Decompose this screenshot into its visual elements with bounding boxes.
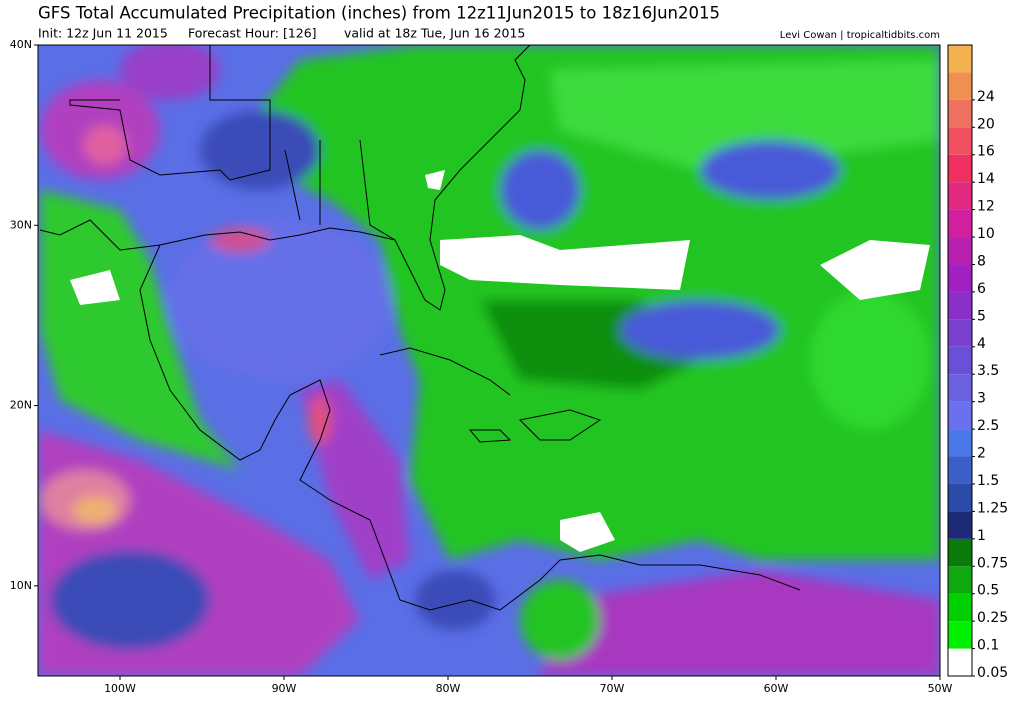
colorbar-segment — [948, 456, 972, 484]
colorbar-label: 3.5 — [977, 363, 999, 379]
colorbar-label: 2 — [977, 446, 986, 462]
precip-light-green — [810, 290, 930, 430]
precip-blue — [170, 220, 390, 380]
colorbar-label: 8 — [977, 253, 986, 269]
no-precip-areas — [70, 170, 930, 552]
colorbar-segment — [948, 182, 972, 210]
lon-tick-label: 100W — [104, 682, 136, 695]
coastline — [518, 409, 602, 441]
colorbar-label: 20 — [977, 116, 995, 132]
colorbar-segment — [948, 511, 972, 539]
precip-green — [40, 190, 240, 470]
colorbar-segment — [948, 72, 972, 100]
precip-pink — [83, 125, 127, 165]
precip-orange — [73, 496, 117, 524]
credit: Levi Cowan | tropicaltidbits.com — [780, 30, 940, 41]
colorbar-segment — [948, 154, 972, 183]
colorbar-segment — [948, 319, 972, 347]
precip-pink — [210, 228, 270, 252]
precip-purple — [120, 45, 220, 100]
colorbar-label: 3 — [977, 391, 986, 407]
colorbar-segment — [948, 291, 972, 320]
colorbar-segment — [948, 621, 972, 649]
colorbar: 0.05 0.1 0.25 0.5 0.75 1 1.25 1.5 2 2.5 3 3.5 4 5 6 8 10… — [947, 44, 1008, 681]
precip-navy — [50, 550, 210, 650]
no-precip — [440, 235, 690, 290]
colorbar-segment — [948, 209, 972, 238]
colorbar-segment — [948, 264, 972, 292]
colorbar-segment — [948, 483, 972, 512]
precip-blue — [700, 140, 840, 200]
lon-tick-label: 80W — [436, 682, 461, 695]
coastlines — [39, 45, 801, 611]
colorbar-segment — [948, 593, 972, 622]
colorbar-label: 10 — [977, 226, 995, 242]
precip-pink — [308, 395, 332, 445]
colorbar-label: 4 — [977, 336, 986, 352]
coastline — [139, 244, 801, 611]
colorbar-segment — [948, 127, 972, 155]
colorbar-segment — [948, 648, 972, 676]
colorbar-label: 1 — [977, 528, 986, 544]
colorbar-segment — [948, 237, 972, 265]
valid-time: valid at 18z Tue, Jun 16 2015 — [344, 26, 525, 41]
lat-tick-label: 20N — [10, 399, 32, 412]
lat-tick-label: 40N — [10, 38, 32, 51]
precip-green — [520, 580, 600, 660]
lon-tick-label: 90W — [272, 682, 297, 695]
init: Init: 12z Jun 11 2015 — [38, 26, 168, 41]
colorbar-segment — [948, 374, 972, 402]
precip-light-green — [550, 60, 940, 170]
colorbar-segment — [948, 429, 972, 457]
colorbar-label: 0.75 — [977, 555, 1008, 571]
colorbar-label: 2.5 — [977, 418, 999, 434]
colorbar-segment — [948, 346, 972, 375]
lat-tick-label: 30N — [10, 218, 32, 231]
no-precip — [70, 270, 120, 305]
precip-blue — [500, 150, 580, 230]
coastline — [468, 429, 512, 443]
lat-tick-label: 10N — [10, 579, 32, 592]
precip-navy — [415, 570, 495, 630]
precip-field — [38, 45, 940, 676]
colorbar-label: 14 — [977, 171, 995, 187]
colorbar-label: 1.5 — [977, 473, 999, 489]
colorbar-label: 0.25 — [977, 610, 1008, 626]
forecast-hour: Forecast Hour: [126] — [188, 26, 317, 41]
title: GFS Total Accumulated Precipitation (inc… — [38, 4, 720, 23]
lon-tick-label: 60W — [764, 682, 789, 695]
colorbar-segment — [948, 566, 972, 594]
colorbar-label: 24 — [977, 89, 995, 105]
colorbar-segment — [948, 538, 972, 567]
colorbar-segment — [948, 401, 972, 430]
map — [38, 45, 940, 676]
border — [69, 45, 271, 181]
no-precip — [560, 512, 615, 552]
lon-tick-label: 70W — [600, 682, 625, 695]
coastline — [379, 347, 511, 396]
colorbar-label: 12 — [977, 199, 995, 215]
precip-purple — [540, 570, 940, 676]
border — [284, 139, 396, 241]
no-precip — [425, 170, 445, 190]
colorbar-label: 5 — [977, 308, 986, 324]
lon-tick-label: 50W — [928, 682, 953, 695]
colorbar-label: 0.5 — [977, 583, 999, 599]
colorbar-label: 0.05 — [977, 665, 1008, 681]
colorbar-label: 0.1 — [977, 638, 999, 654]
colorbar-segment — [948, 45, 972, 73]
colorbar-frame — [947, 44, 973, 677]
map-frame — [37, 44, 941, 677]
colorbar-label: 6 — [977, 281, 986, 297]
no-precip — [820, 240, 930, 300]
colorbar-segment — [948, 99, 972, 128]
precip-navy — [200, 110, 320, 190]
precip-blue — [620, 300, 780, 360]
colorbar-label: 1.25 — [977, 500, 1008, 516]
coastline — [119, 45, 531, 311]
colorbar-label: 16 — [977, 144, 995, 160]
border — [39, 219, 121, 251]
